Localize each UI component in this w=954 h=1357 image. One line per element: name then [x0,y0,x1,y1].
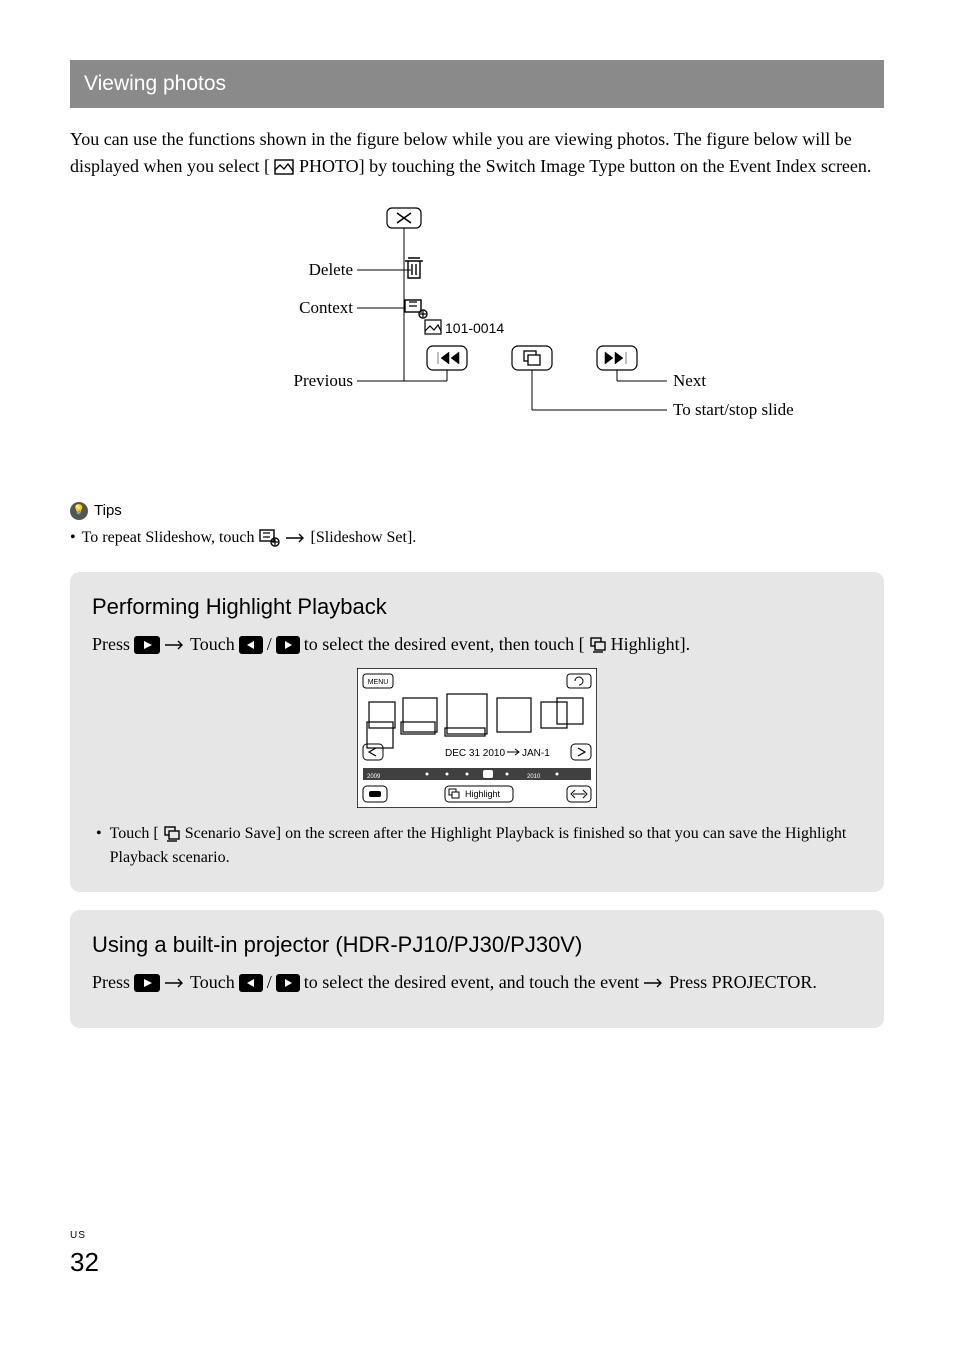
page-number: 32 [70,1243,884,1282]
tip-item: • To repeat Slideshow, touch [Slideshow … [70,526,884,550]
arrow-right-icon [164,978,186,988]
label-context: Context [299,298,353,317]
pj-b: Touch [190,969,235,996]
scenario-icon [163,825,181,843]
projector-box: Using a built-in projector (HDR-PJ10/PJ3… [70,910,884,1028]
event-index-screen: MENU DEC 31 2010 [92,668,862,808]
tips-icon: 💡 [70,502,88,520]
tip-text-a: To repeat Slideshow, touch [82,529,255,546]
prev-button-icon[interactable] [239,636,263,654]
highlight-instruction: Press Touch / to select the desired even… [92,631,862,658]
hl-a: Press [92,631,130,658]
pj-c: to select the desired event, and touch t… [304,969,639,996]
arrow-right-icon [164,640,186,650]
label-slideshow: To start/stop slide show [673,400,797,419]
photo-icon [274,159,294,175]
hl-b: Touch [190,631,235,658]
hlnote-b: Scenario Save] on the screen after the H… [110,825,847,866]
slash: / [267,631,272,658]
prev-button-icon[interactable] [239,974,263,992]
pj-d: Press PROJECTOR. [669,969,817,996]
play-button-icon[interactable] [134,636,160,654]
controls-diagram: Delete Context 101-0014 [70,200,884,470]
svg-text:2010: 2010 [527,774,541,780]
section-header: Viewing photos [70,60,884,108]
play-button-icon[interactable] [134,974,160,992]
bullet-dot: • [96,822,102,870]
context-icon [259,529,281,547]
hlnote-a: Touch [ [110,825,159,842]
page-footer: US 32 [70,1228,884,1282]
highlight-icon [589,636,607,654]
svg-text:2009: 2009 [367,774,381,780]
highlight-title: Performing Highlight Playback [92,590,862,623]
highlight-box: Performing Highlight Playback Press Touc… [70,572,884,892]
arrow-right-icon [285,533,307,543]
hl-d: Highlight]. [611,631,691,658]
next-button-icon[interactable] [276,974,300,992]
page-region: US [70,1228,884,1243]
slash: / [267,969,272,996]
arrow-right-icon [643,978,665,988]
tips-header: 💡 Tips [70,500,884,523]
diagram-file-label: 101-0014 [445,320,504,336]
tip-text-b: [Slideshow Set]. [311,529,417,546]
bullet-dot: • [70,526,76,550]
next-button-icon[interactable] [276,636,300,654]
projector-title: Using a built-in projector (HDR-PJ10/PJ3… [92,928,862,961]
svg-text:JAN-1: JAN-1 [522,748,550,759]
pj-a: Press [92,969,130,996]
label-previous: Previous [294,371,354,390]
intro-text-b: PHOTO] by touching the Switch Image Type… [299,156,871,176]
label-delete: Delete [309,260,353,279]
highlight-note: • Touch [ Scenario Save] on the screen a… [92,822,862,870]
hl-c: to select the desired event, then touch … [304,631,585,658]
label-next: Next [673,371,706,390]
svg-text:Highlight: Highlight [465,789,501,799]
svg-text:DEC 31 2010: DEC 31 2010 [445,748,505,759]
projector-instruction: Press Touch / to select the desired even… [92,969,862,996]
intro-paragraph: You can use the functions shown in the f… [70,126,884,180]
tips-label: Tips [94,500,122,523]
svg-text:MENU: MENU [368,679,389,686]
